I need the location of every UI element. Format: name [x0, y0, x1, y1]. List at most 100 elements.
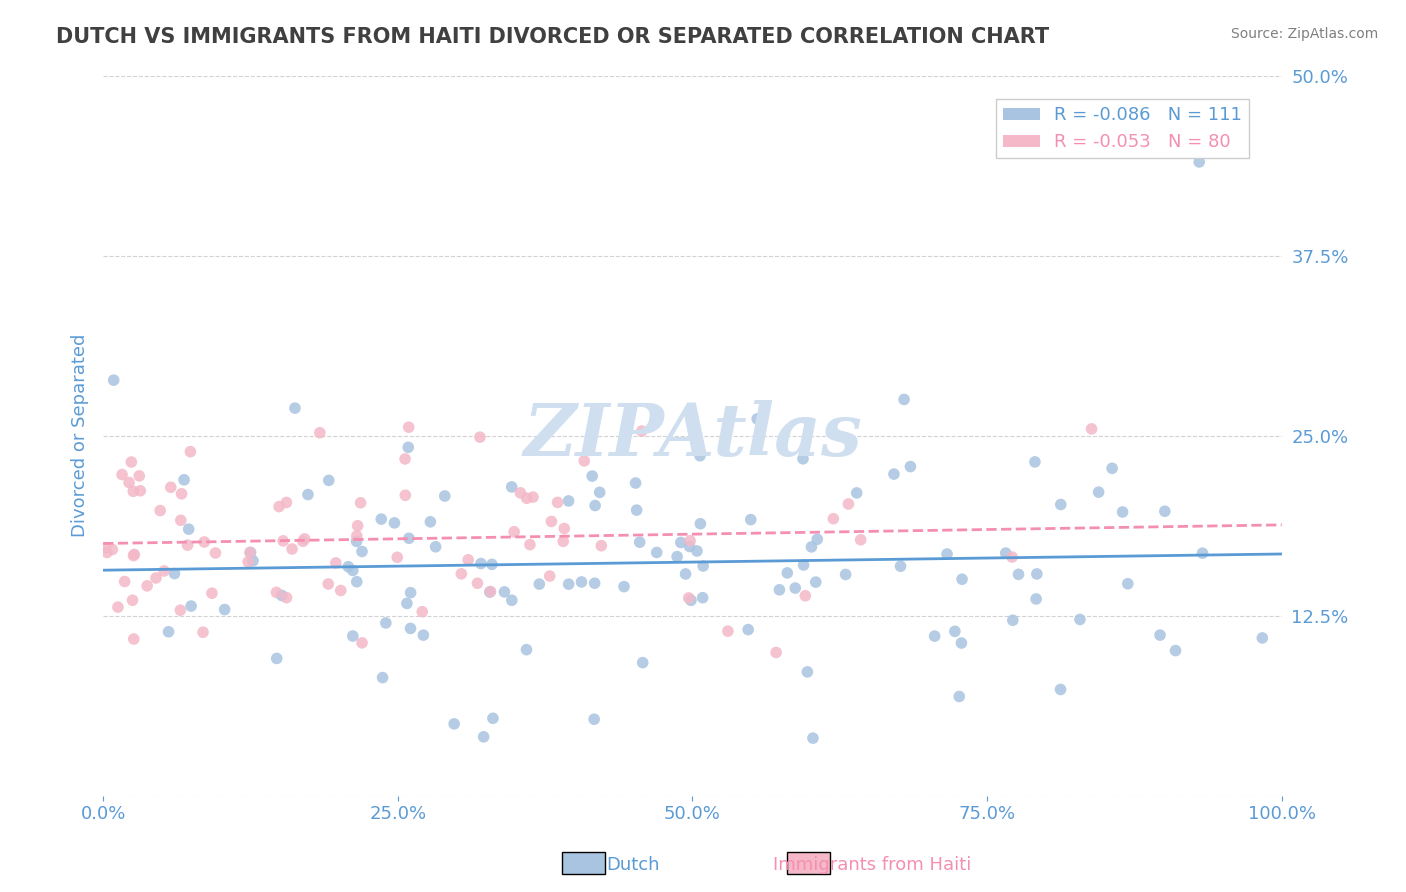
Point [177, 522, 200, 536]
Point [457, 553, 479, 567]
Point [169, 603, 191, 617]
Point [433, 489, 456, 503]
Point [1153, 504, 1175, 518]
Point [1149, 628, 1171, 642]
Point [395, 596, 418, 610]
Point [96, 545, 118, 559]
Point [281, 541, 304, 556]
Point [1049, 682, 1071, 697]
Point [276, 495, 298, 509]
Point [689, 449, 711, 463]
Point [294, 532, 316, 546]
Point [678, 591, 700, 605]
Point [170, 513, 193, 527]
Point [792, 451, 814, 466]
Point [948, 690, 970, 704]
Point [837, 497, 859, 511]
Point [129, 483, 152, 498]
Point [503, 524, 526, 539]
Point [765, 645, 787, 659]
Point [411, 605, 433, 619]
Point [1080, 422, 1102, 436]
Point [399, 622, 422, 636]
Point [626, 503, 648, 517]
Point [796, 665, 818, 679]
Point [470, 557, 492, 571]
Point [737, 623, 759, 637]
Point [806, 533, 828, 547]
Point [337, 559, 360, 574]
Point [443, 717, 465, 731]
Point [157, 624, 180, 639]
Point [740, 513, 762, 527]
Point [316, 577, 339, 591]
Point [747, 412, 769, 426]
Point [374, 615, 396, 630]
Point [145, 571, 167, 585]
Point [776, 566, 799, 580]
Point [412, 628, 434, 642]
Point [883, 467, 905, 481]
Point [342, 564, 364, 578]
Point [717, 624, 740, 639]
Point [553, 521, 575, 535]
Y-axis label: Divorced or Separated: Divorced or Separated [72, 334, 89, 537]
Point [515, 642, 537, 657]
Point [624, 476, 647, 491]
Point [479, 584, 502, 599]
Point [501, 480, 523, 494]
Point [613, 580, 636, 594]
Point [1069, 612, 1091, 626]
Point [631, 656, 654, 670]
Point [349, 496, 371, 510]
Point [180, 599, 202, 613]
Point [538, 569, 561, 583]
Point [481, 558, 503, 572]
Point [583, 712, 606, 726]
Point [114, 574, 136, 589]
Text: DUTCH VS IMMIGRANTS FROM HAITI DIVORCED OR SEPARATED CORRELATION CHART: DUTCH VS IMMIGRANTS FROM HAITI DIVORCED … [56, 27, 1049, 46]
Point [271, 533, 294, 548]
Point [242, 554, 264, 568]
Point [1001, 549, 1024, 564]
Point [124, 548, 146, 562]
Point [501, 593, 523, 607]
Point [943, 624, 966, 639]
Point [950, 636, 973, 650]
Point [120, 455, 142, 469]
Point [793, 558, 815, 572]
Point [325, 556, 347, 570]
Point [425, 540, 447, 554]
Point [823, 512, 845, 526]
Point [122, 632, 145, 646]
Point [679, 533, 702, 548]
Point [1101, 461, 1123, 475]
Point [679, 593, 702, 607]
Point [893, 392, 915, 407]
Point [801, 731, 824, 746]
Point [924, 629, 946, 643]
Point [547, 495, 569, 509]
Point [553, 534, 575, 549]
Point [645, 545, 668, 559]
Point [1188, 155, 1211, 169]
Point [1001, 613, 1024, 627]
Point [329, 583, 352, 598]
Point [478, 585, 501, 599]
Point [201, 586, 224, 600]
Point [529, 577, 551, 591]
Point [1025, 566, 1047, 581]
Point [557, 494, 579, 508]
Point [516, 491, 538, 506]
Text: ZIPAtlas: ZIPAtlas [523, 401, 862, 471]
Point [308, 425, 330, 440]
Point [122, 484, 145, 499]
Point [583, 499, 606, 513]
Point [394, 452, 416, 467]
Point [994, 546, 1017, 560]
Point [266, 651, 288, 665]
Point [239, 545, 262, 559]
Point [371, 671, 394, 685]
Point [628, 535, 651, 549]
Point [768, 582, 790, 597]
